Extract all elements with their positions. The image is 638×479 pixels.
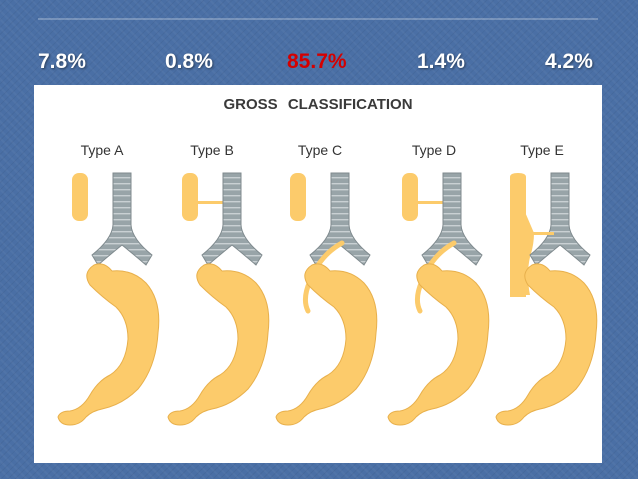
decorative-line: [38, 18, 598, 20]
percentage-type-a: 7.8%: [38, 50, 86, 73]
diagram-title: GROSS CLASSIFICATION: [223, 96, 413, 113]
anatomy-figures: [57, 172, 598, 426]
type-c-label: Type C: [297, 142, 343, 158]
type-a-label: Type A: [80, 142, 124, 158]
type-e-label: Type E: [520, 142, 564, 158]
percentage-type-c: 85.7%: [287, 50, 347, 73]
type-c-diagram: [275, 172, 378, 426]
percentage-type-e: 4.2%: [545, 50, 593, 73]
type-b-label: Type B: [190, 142, 234, 158]
percentage-type-d: 1.4%: [417, 50, 465, 73]
type-e-diagram: [495, 172, 598, 426]
type-a-diagram: [57, 172, 160, 426]
type-d-diagram: [387, 172, 490, 426]
type-b-diagram: [167, 172, 270, 426]
type-d-label: Type D: [411, 142, 457, 158]
classification-panel: GROSS CLASSIFICATION Type A Type B Type …: [34, 85, 602, 463]
percentage-type-b: 0.8%: [165, 50, 213, 73]
